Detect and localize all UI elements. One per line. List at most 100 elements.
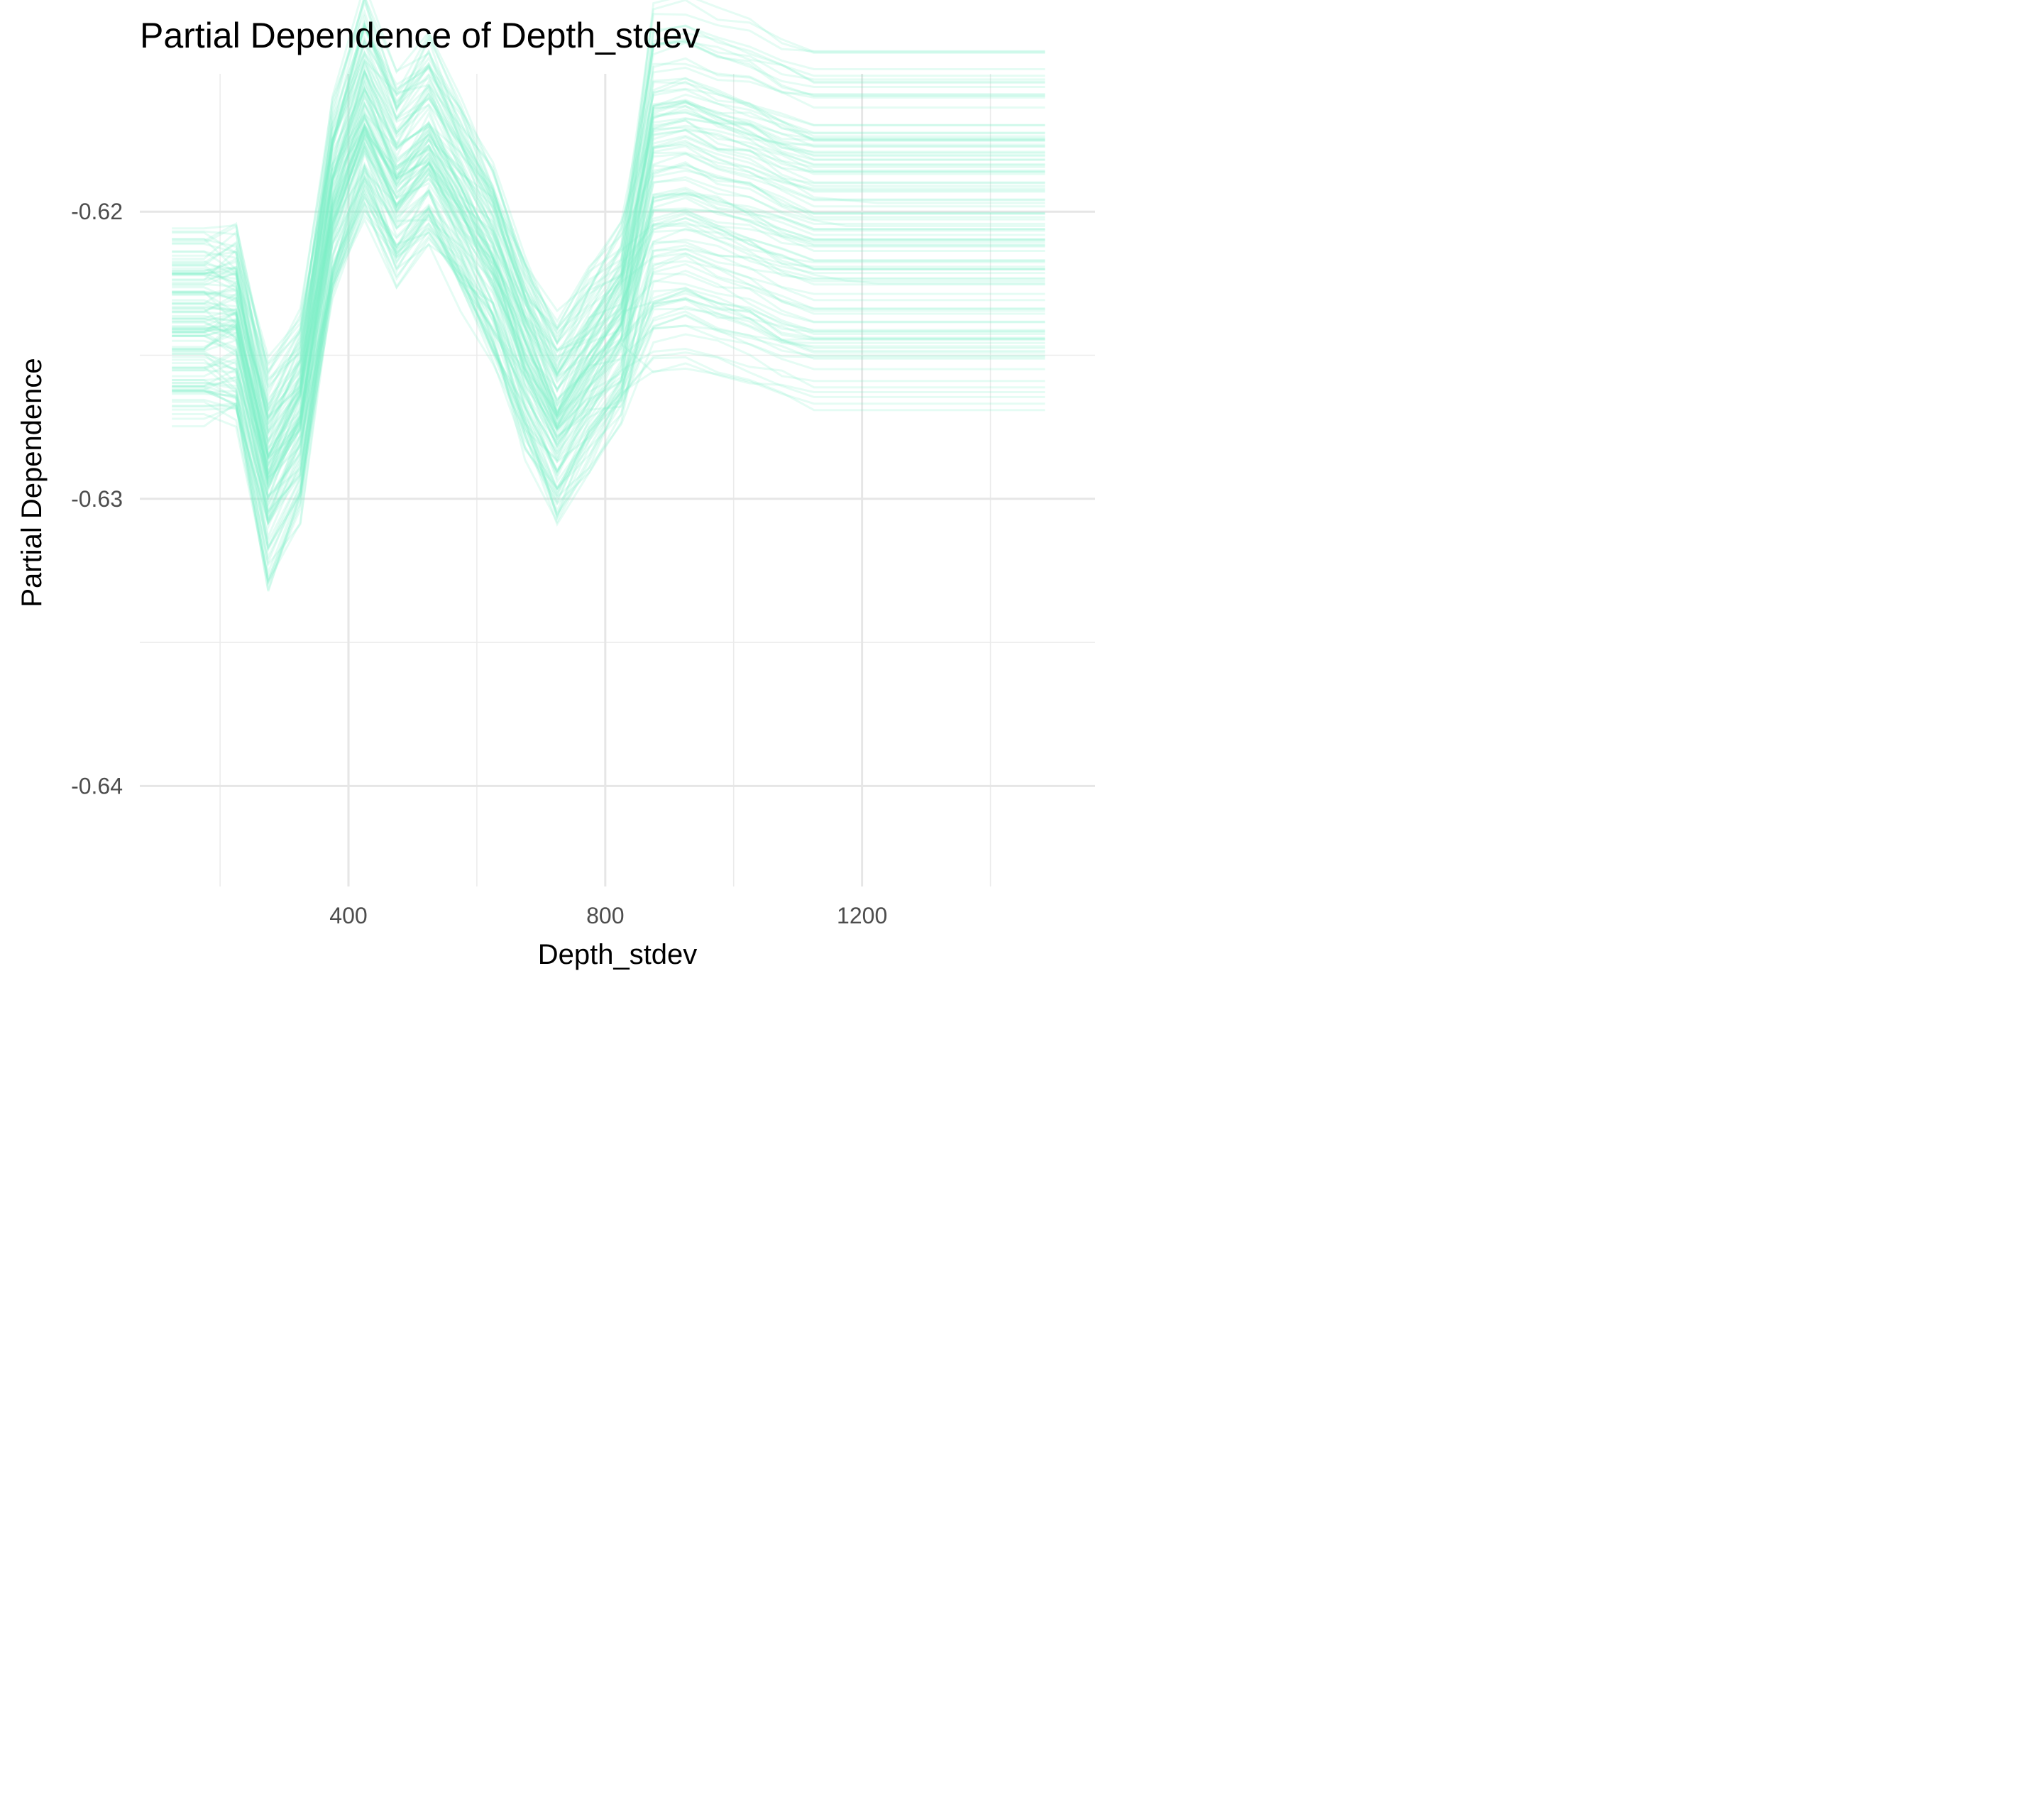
ice-line xyxy=(172,27,1045,477)
ice-line xyxy=(172,174,1045,524)
ice-line xyxy=(172,0,1045,422)
ice-line xyxy=(172,161,1045,508)
ice-line xyxy=(172,150,1045,586)
ice-line xyxy=(172,141,1045,584)
chart-title: Partial Dependence of Depth_stdev xyxy=(140,16,700,55)
ice-line xyxy=(172,127,1045,467)
ice-line xyxy=(172,70,1045,447)
ice-line xyxy=(172,51,1045,434)
ice-line xyxy=(172,101,1045,367)
ice-line xyxy=(172,35,1045,388)
ice-line xyxy=(172,195,1045,488)
ice-line xyxy=(172,193,1045,466)
ice-line xyxy=(172,122,1045,476)
ice-line xyxy=(172,21,1045,414)
ice-line xyxy=(172,0,1045,375)
ice-line xyxy=(172,140,1045,588)
ice-line xyxy=(172,66,1045,419)
ice-line xyxy=(172,167,1045,541)
ice-line xyxy=(172,40,1045,359)
ice-line xyxy=(172,69,1045,426)
ice-line xyxy=(172,74,1045,459)
ice-line xyxy=(172,110,1045,461)
ice-line xyxy=(172,120,1045,471)
ice-line xyxy=(172,39,1045,365)
ice-line xyxy=(172,164,1045,567)
ice-line xyxy=(172,99,1045,485)
ice-line xyxy=(172,69,1045,436)
ice-line xyxy=(172,77,1045,490)
partial-dependence-chart: 400 800 1200 -0.62 -0.63 -0.64 Partial Depen… xyxy=(16,0,1095,970)
ice-line xyxy=(172,185,1045,561)
ice-line xyxy=(172,105,1045,445)
ice-line xyxy=(172,54,1045,469)
ice-line xyxy=(172,86,1045,485)
ice-line xyxy=(172,94,1045,444)
ice-line xyxy=(172,39,1045,492)
ice-line xyxy=(172,126,1045,434)
ice-line xyxy=(172,206,1045,566)
ice-line xyxy=(172,79,1045,425)
y-tick-labels: -0.62 -0.63 -0.64 xyxy=(71,199,123,798)
ice-line xyxy=(172,170,1045,443)
ice-line xyxy=(172,116,1045,413)
ice-line xyxy=(172,134,1045,501)
ice-line xyxy=(172,60,1045,415)
ice-line xyxy=(172,70,1045,476)
ice-line xyxy=(172,79,1045,520)
ice-line xyxy=(172,173,1045,514)
ice-line xyxy=(172,25,1045,410)
y-tick-label: -0.62 xyxy=(71,199,123,224)
ice-line xyxy=(172,111,1045,407)
ice-line xyxy=(172,134,1045,551)
y-axis-title: Partial Dependence xyxy=(16,358,48,607)
ice-line xyxy=(172,208,1045,507)
ice-line xyxy=(172,40,1045,427)
x-axis-title: Depth_stdev xyxy=(538,939,698,970)
x-tick-label: 400 xyxy=(329,903,367,928)
y-tick-label: -0.63 xyxy=(71,486,123,512)
ice-line xyxy=(172,142,1045,546)
ice-line xyxy=(172,38,1045,435)
ice-line xyxy=(172,184,1045,551)
ice-line xyxy=(172,128,1045,468)
ice-line xyxy=(172,0,1045,430)
ice-line xyxy=(172,116,1045,402)
ice-line xyxy=(172,164,1045,583)
ice-line xyxy=(172,19,1045,481)
ice-line xyxy=(172,102,1045,483)
ice-line xyxy=(172,141,1045,419)
ice-line xyxy=(172,23,1045,397)
ice-lines xyxy=(172,0,1045,592)
ice-line xyxy=(172,163,1045,522)
ice-line xyxy=(172,201,1045,515)
ice-line xyxy=(172,67,1045,531)
ice-line xyxy=(172,25,1045,452)
ice-line xyxy=(172,101,1045,483)
x-tick-label: 1200 xyxy=(837,903,887,928)
ice-line xyxy=(172,132,1045,476)
ice-line xyxy=(172,62,1045,412)
ice-line xyxy=(172,145,1045,585)
ice-line xyxy=(172,134,1045,480)
ice-line xyxy=(172,0,1045,455)
ice-line xyxy=(172,108,1045,459)
grid-major xyxy=(140,74,1095,886)
ice-line xyxy=(172,114,1045,476)
y-tick-label: -0.64 xyxy=(71,773,123,798)
ice-line xyxy=(172,193,1045,525)
ice-line xyxy=(172,9,1045,378)
ice-line xyxy=(172,24,1045,421)
ice-line xyxy=(172,124,1045,500)
ice-line xyxy=(172,122,1045,577)
grid-minor xyxy=(140,74,1095,886)
ice-line xyxy=(172,193,1045,458)
ice-line xyxy=(172,137,1045,494)
ice-line xyxy=(172,146,1045,491)
ice-line xyxy=(172,129,1045,464)
ice-line xyxy=(172,93,1045,462)
x-tick-label: 800 xyxy=(586,903,624,928)
ice-line xyxy=(172,21,1045,460)
ice-line xyxy=(172,22,1045,382)
ice-line xyxy=(172,189,1045,526)
